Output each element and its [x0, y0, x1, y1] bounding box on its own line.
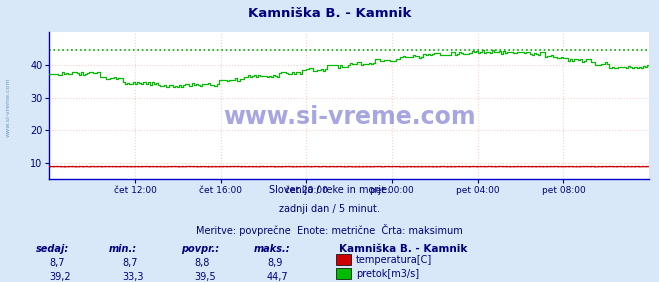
Text: zadnji dan / 5 minut.: zadnji dan / 5 minut.	[279, 204, 380, 214]
Text: Kamniška B. - Kamnik: Kamniška B. - Kamnik	[339, 244, 468, 254]
Text: 8,8: 8,8	[194, 258, 210, 268]
Text: temperatura[C]: temperatura[C]	[356, 255, 432, 265]
Text: maks.:: maks.:	[254, 244, 291, 254]
Text: povpr.:: povpr.:	[181, 244, 219, 254]
Text: 8,9: 8,9	[267, 258, 282, 268]
Text: 8,7: 8,7	[122, 258, 138, 268]
Text: Slovenija / reke in morje.: Slovenija / reke in morje.	[269, 185, 390, 195]
Text: www.si-vreme.com: www.si-vreme.com	[223, 105, 476, 129]
Text: 39,5: 39,5	[194, 272, 216, 282]
Text: sedaj:: sedaj:	[36, 244, 69, 254]
Text: 8,7: 8,7	[49, 258, 65, 268]
Text: 33,3: 33,3	[122, 272, 144, 282]
Text: Kamniška B. - Kamnik: Kamniška B. - Kamnik	[248, 7, 411, 20]
Text: www.si-vreme.com: www.si-vreme.com	[5, 78, 11, 137]
Text: pretok[m3/s]: pretok[m3/s]	[356, 269, 419, 279]
Text: min.:: min.:	[109, 244, 137, 254]
Text: 44,7: 44,7	[267, 272, 289, 282]
Text: 39,2: 39,2	[49, 272, 71, 282]
Text: Meritve: povprečne  Enote: metrične  Črta: maksimum: Meritve: povprečne Enote: metrične Črta:…	[196, 224, 463, 236]
